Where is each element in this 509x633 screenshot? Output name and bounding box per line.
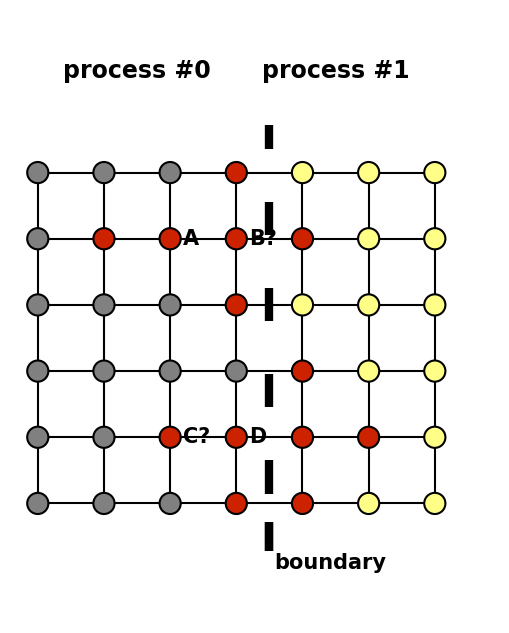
Circle shape: [225, 162, 247, 183]
Circle shape: [225, 361, 247, 382]
Circle shape: [27, 162, 48, 183]
Circle shape: [27, 427, 48, 448]
Circle shape: [225, 493, 247, 514]
Circle shape: [292, 361, 313, 382]
Circle shape: [225, 294, 247, 315]
Circle shape: [358, 228, 379, 249]
Circle shape: [159, 228, 181, 249]
Circle shape: [225, 228, 247, 249]
Circle shape: [93, 228, 115, 249]
Circle shape: [292, 294, 313, 315]
Circle shape: [424, 162, 445, 183]
Circle shape: [292, 427, 313, 448]
Circle shape: [93, 427, 115, 448]
Circle shape: [27, 493, 48, 514]
Circle shape: [358, 361, 379, 382]
Circle shape: [424, 361, 445, 382]
Circle shape: [159, 361, 181, 382]
Circle shape: [358, 294, 379, 315]
Circle shape: [358, 493, 379, 514]
Circle shape: [27, 228, 48, 249]
Circle shape: [292, 162, 313, 183]
Text: C?: C?: [183, 427, 211, 448]
Circle shape: [424, 294, 445, 315]
Circle shape: [424, 493, 445, 514]
Circle shape: [159, 294, 181, 315]
Text: B?: B?: [249, 229, 277, 249]
Circle shape: [93, 493, 115, 514]
Circle shape: [93, 361, 115, 382]
Circle shape: [358, 427, 379, 448]
Circle shape: [159, 427, 181, 448]
Circle shape: [93, 162, 115, 183]
Circle shape: [27, 294, 48, 315]
Text: boundary: boundary: [275, 553, 387, 573]
Circle shape: [358, 162, 379, 183]
Circle shape: [159, 162, 181, 183]
Circle shape: [424, 228, 445, 249]
Circle shape: [225, 427, 247, 448]
Circle shape: [27, 361, 48, 382]
Circle shape: [292, 228, 313, 249]
Text: process #1: process #1: [262, 60, 409, 84]
Circle shape: [159, 493, 181, 514]
Text: A: A: [183, 229, 200, 249]
Circle shape: [292, 493, 313, 514]
Text: D: D: [249, 427, 267, 448]
Circle shape: [424, 427, 445, 448]
Circle shape: [93, 294, 115, 315]
Text: process #0: process #0: [63, 60, 211, 84]
